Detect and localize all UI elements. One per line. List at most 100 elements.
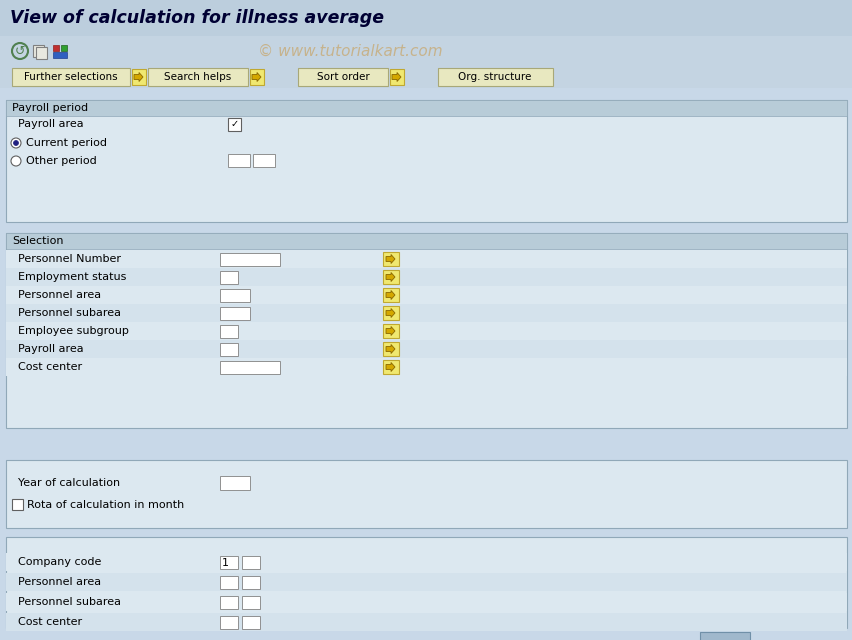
- FancyBboxPatch shape: [220, 271, 238, 284]
- Text: Personnel subarea: Personnel subarea: [18, 308, 121, 318]
- FancyBboxPatch shape: [6, 537, 846, 628]
- FancyBboxPatch shape: [297, 68, 388, 86]
- FancyBboxPatch shape: [220, 307, 250, 320]
- FancyBboxPatch shape: [36, 47, 47, 59]
- FancyBboxPatch shape: [12, 68, 130, 86]
- Polygon shape: [386, 326, 394, 335]
- FancyBboxPatch shape: [6, 250, 846, 268]
- Text: Search helps: Search helps: [164, 72, 232, 82]
- FancyBboxPatch shape: [132, 69, 146, 85]
- FancyBboxPatch shape: [6, 358, 846, 376]
- Polygon shape: [386, 308, 394, 317]
- FancyBboxPatch shape: [6, 268, 846, 286]
- FancyBboxPatch shape: [6, 304, 846, 322]
- FancyBboxPatch shape: [61, 45, 67, 51]
- FancyBboxPatch shape: [699, 632, 749, 640]
- Text: Company code: Company code: [18, 557, 101, 567]
- FancyBboxPatch shape: [6, 553, 846, 571]
- Text: Employee subgroup: Employee subgroup: [18, 326, 129, 336]
- Text: Payroll period: Payroll period: [12, 103, 88, 113]
- FancyBboxPatch shape: [383, 324, 399, 338]
- FancyBboxPatch shape: [220, 361, 279, 374]
- Text: Employment status: Employment status: [18, 272, 126, 282]
- FancyBboxPatch shape: [227, 154, 250, 167]
- FancyBboxPatch shape: [220, 616, 238, 629]
- FancyBboxPatch shape: [0, 66, 852, 88]
- Circle shape: [14, 141, 19, 145]
- Polygon shape: [134, 72, 143, 81]
- FancyBboxPatch shape: [437, 68, 552, 86]
- FancyBboxPatch shape: [33, 45, 44, 57]
- FancyBboxPatch shape: [383, 342, 399, 356]
- Text: Payroll area: Payroll area: [18, 344, 83, 354]
- Polygon shape: [386, 291, 394, 300]
- FancyBboxPatch shape: [6, 100, 846, 116]
- Text: Further selections: Further selections: [24, 72, 118, 82]
- FancyBboxPatch shape: [6, 100, 846, 222]
- FancyBboxPatch shape: [383, 270, 399, 284]
- FancyBboxPatch shape: [227, 118, 241, 131]
- Text: 1: 1: [222, 557, 228, 568]
- Circle shape: [11, 156, 21, 166]
- FancyBboxPatch shape: [53, 45, 59, 51]
- FancyBboxPatch shape: [6, 286, 846, 304]
- FancyBboxPatch shape: [220, 325, 238, 338]
- FancyBboxPatch shape: [53, 52, 67, 58]
- Circle shape: [11, 138, 21, 148]
- FancyBboxPatch shape: [242, 556, 260, 569]
- Text: Cost center: Cost center: [18, 362, 82, 372]
- FancyBboxPatch shape: [6, 322, 846, 340]
- Polygon shape: [386, 344, 394, 353]
- Text: ↺: ↺: [14, 45, 26, 58]
- FancyBboxPatch shape: [383, 288, 399, 302]
- Text: Payroll area: Payroll area: [18, 119, 83, 129]
- FancyBboxPatch shape: [383, 252, 399, 266]
- FancyBboxPatch shape: [6, 460, 846, 528]
- Polygon shape: [392, 72, 400, 81]
- FancyBboxPatch shape: [250, 69, 263, 85]
- Text: View of calculation for illness average: View of calculation for illness average: [10, 9, 383, 27]
- FancyBboxPatch shape: [220, 343, 238, 356]
- Text: Personnel subarea: Personnel subarea: [18, 597, 121, 607]
- FancyBboxPatch shape: [220, 556, 238, 569]
- Text: Personnel area: Personnel area: [18, 577, 101, 587]
- Polygon shape: [386, 362, 394, 371]
- FancyBboxPatch shape: [6, 233, 846, 428]
- FancyBboxPatch shape: [220, 596, 238, 609]
- Text: © www.tutorialkart.com: © www.tutorialkart.com: [257, 44, 442, 58]
- Text: Personnel area: Personnel area: [18, 290, 101, 300]
- FancyBboxPatch shape: [220, 576, 238, 589]
- FancyBboxPatch shape: [0, 36, 852, 66]
- FancyBboxPatch shape: [148, 68, 248, 86]
- FancyBboxPatch shape: [6, 340, 846, 358]
- FancyBboxPatch shape: [6, 613, 846, 631]
- Polygon shape: [386, 273, 394, 282]
- FancyBboxPatch shape: [6, 573, 846, 591]
- Text: Other period: Other period: [26, 156, 96, 166]
- Text: ✓: ✓: [230, 120, 239, 129]
- Text: Year of calculation: Year of calculation: [18, 478, 120, 488]
- FancyBboxPatch shape: [253, 154, 274, 167]
- FancyBboxPatch shape: [6, 233, 846, 249]
- Polygon shape: [251, 72, 261, 81]
- FancyBboxPatch shape: [389, 69, 404, 85]
- Text: Cost center: Cost center: [18, 617, 82, 627]
- FancyBboxPatch shape: [220, 253, 279, 266]
- FancyBboxPatch shape: [383, 306, 399, 320]
- Text: Personnel Number: Personnel Number: [18, 254, 121, 264]
- FancyBboxPatch shape: [242, 616, 260, 629]
- Text: Sort order: Sort order: [316, 72, 369, 82]
- FancyBboxPatch shape: [220, 289, 250, 302]
- FancyBboxPatch shape: [0, 0, 852, 36]
- FancyBboxPatch shape: [242, 576, 260, 589]
- Text: Current period: Current period: [26, 138, 106, 148]
- Polygon shape: [386, 255, 394, 264]
- FancyBboxPatch shape: [12, 499, 23, 510]
- FancyBboxPatch shape: [6, 593, 846, 611]
- FancyBboxPatch shape: [220, 476, 250, 490]
- Text: Selection: Selection: [12, 236, 63, 246]
- Text: Rota of calculation in month: Rota of calculation in month: [27, 500, 184, 510]
- FancyBboxPatch shape: [242, 596, 260, 609]
- Text: Org. structure: Org. structure: [458, 72, 531, 82]
- FancyBboxPatch shape: [383, 360, 399, 374]
